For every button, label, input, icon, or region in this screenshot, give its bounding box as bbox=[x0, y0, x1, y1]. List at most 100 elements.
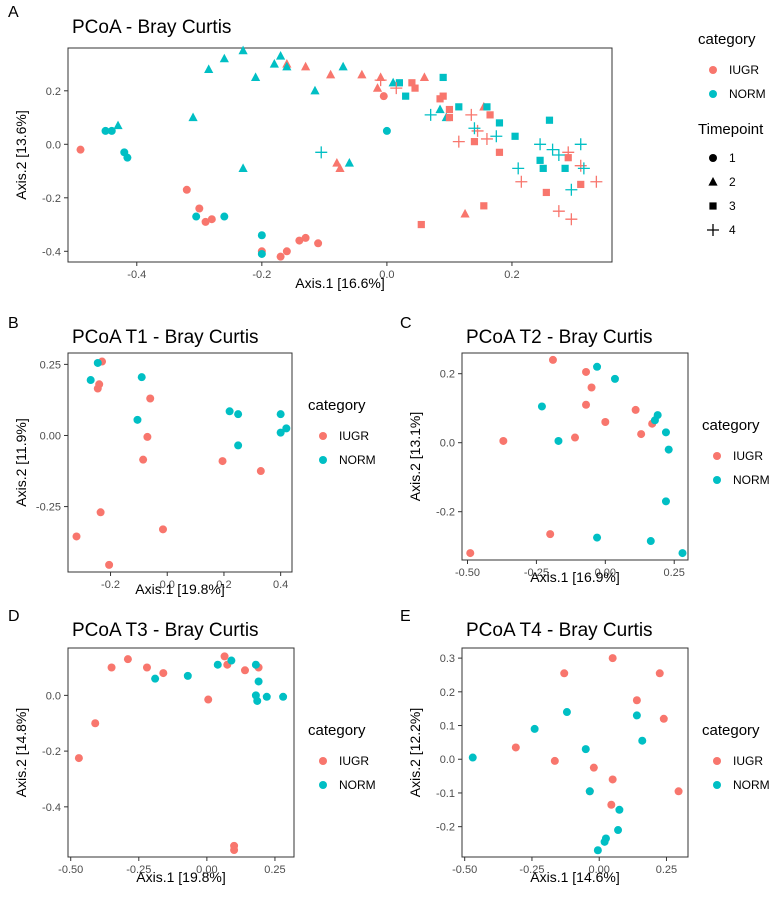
point-norm bbox=[225, 407, 234, 416]
legend: category IUGR NORM bbox=[308, 722, 376, 792]
point-iugr bbox=[548, 355, 557, 364]
panel-letter: D bbox=[8, 608, 20, 625]
x-axis-title: Axis.1 [14.6%] bbox=[530, 869, 620, 885]
y-axis-title: Axis.2 [14.8%] bbox=[13, 708, 29, 798]
point-norm bbox=[388, 77, 398, 87]
y-axis-title: Axis.2 [12.2%] bbox=[407, 708, 423, 798]
point-norm bbox=[600, 837, 609, 846]
point-norm bbox=[490, 130, 503, 143]
point-iugr bbox=[552, 205, 565, 218]
legend-shape-3 bbox=[709, 202, 717, 210]
y-tick-label: 0.0 bbox=[46, 139, 61, 151]
panel-letter: B bbox=[8, 315, 19, 332]
point-norm bbox=[552, 149, 565, 161]
point-norm bbox=[585, 787, 594, 796]
y-tick-label: 0.2 bbox=[440, 687, 455, 699]
legend: category IUGR NORM bbox=[308, 397, 376, 467]
point-iugr bbox=[499, 436, 508, 445]
y-tick-label: 0.0 bbox=[46, 690, 61, 702]
plot-title: PCoA T1 - Bray Curtis bbox=[72, 327, 259, 348]
point-norm bbox=[562, 708, 571, 717]
point-iugr bbox=[335, 163, 345, 172]
point-iugr bbox=[332, 158, 342, 167]
point-norm bbox=[282, 424, 291, 433]
point-norm bbox=[546, 143, 559, 156]
legend-key-iugr bbox=[709, 66, 717, 74]
x-tick-label: 0.4 bbox=[273, 579, 288, 591]
point-norm bbox=[650, 416, 659, 425]
x-tick-label: -0.4 bbox=[127, 269, 146, 281]
y-tick-label: 0.0 bbox=[440, 754, 455, 766]
x-tick-label: 0.2 bbox=[216, 579, 231, 591]
point-iugr bbox=[107, 663, 116, 672]
legend-label: IUGR bbox=[733, 449, 763, 463]
point-iugr bbox=[201, 217, 210, 226]
data-points bbox=[72, 357, 291, 569]
point-iugr bbox=[590, 175, 603, 188]
point-iugr bbox=[326, 69, 336, 79]
y-tick-label: -0.4 bbox=[42, 246, 61, 258]
y-tick-label: -0.2 bbox=[42, 746, 61, 758]
x-tick-label: -0.50 bbox=[452, 864, 477, 876]
point-norm bbox=[402, 92, 410, 100]
legend-label: 3 bbox=[729, 199, 736, 213]
point-iugr bbox=[76, 145, 85, 154]
point-norm bbox=[395, 79, 404, 87]
legend-label: NORM bbox=[733, 473, 770, 487]
point-norm bbox=[276, 410, 285, 419]
point-iugr bbox=[515, 175, 528, 188]
panel-a: A PCoA - Bray Curtis -0.4 -0.2 0.0 0.2 -0.4 -0.… bbox=[8, 4, 766, 291]
plot-title: PCoA - Bray Curtis bbox=[72, 17, 231, 38]
point-norm bbox=[213, 660, 222, 669]
point-norm bbox=[661, 497, 670, 506]
point-norm bbox=[234, 441, 243, 450]
point-iugr bbox=[372, 83, 383, 92]
x-tick-label: -0.25 bbox=[519, 864, 544, 876]
x-axis-title: Axis.1 [16.6%] bbox=[295, 275, 385, 291]
point-iugr bbox=[93, 384, 102, 393]
point-norm bbox=[279, 692, 288, 701]
point-norm bbox=[113, 120, 123, 130]
legend-shape-1 bbox=[709, 154, 717, 162]
legend-title: category bbox=[308, 397, 366, 414]
plot-area bbox=[461, 647, 689, 858]
plot-title: PCoA T3 - Bray Curtis bbox=[72, 620, 259, 641]
point-iugr bbox=[608, 654, 617, 663]
point-iugr bbox=[562, 146, 575, 159]
point-norm bbox=[593, 362, 602, 371]
legend-title: Timepoint bbox=[698, 121, 764, 138]
legend-label: 1 bbox=[729, 151, 736, 165]
legend-key-norm bbox=[319, 781, 327, 789]
legend-label: 2 bbox=[729, 175, 736, 189]
point-iugr bbox=[589, 763, 598, 772]
y-tick-label: 0.2 bbox=[46, 86, 61, 98]
legend-title: category bbox=[308, 722, 366, 739]
point-iugr bbox=[256, 467, 265, 476]
data-points bbox=[468, 654, 683, 855]
point-iugr bbox=[282, 247, 291, 256]
point-norm bbox=[257, 231, 266, 240]
legend-label: NORM bbox=[733, 778, 770, 792]
point-norm bbox=[614, 826, 623, 835]
point-iugr bbox=[608, 775, 617, 784]
point-iugr bbox=[240, 666, 249, 675]
point-norm bbox=[638, 736, 647, 745]
legend-label: 4 bbox=[729, 223, 736, 237]
point-norm bbox=[536, 156, 544, 164]
legend-label: IUGR bbox=[339, 429, 369, 443]
legend-label: IUGR bbox=[339, 754, 369, 768]
point-norm bbox=[123, 153, 132, 162]
plot-area bbox=[67, 352, 293, 573]
point-norm bbox=[424, 108, 437, 121]
point-iugr bbox=[577, 180, 585, 189]
point-norm bbox=[262, 692, 271, 701]
point-norm bbox=[282, 61, 292, 71]
point-norm bbox=[86, 376, 95, 385]
data-points bbox=[76, 45, 603, 261]
x-tick-label: 0.25 bbox=[656, 864, 677, 876]
x-axis-title: Axis.1 [16.9%] bbox=[530, 569, 620, 585]
point-iugr bbox=[542, 188, 550, 197]
legend-title: category bbox=[698, 31, 756, 48]
y-tick-label: -0.2 bbox=[436, 822, 455, 834]
data-points bbox=[74, 652, 288, 855]
